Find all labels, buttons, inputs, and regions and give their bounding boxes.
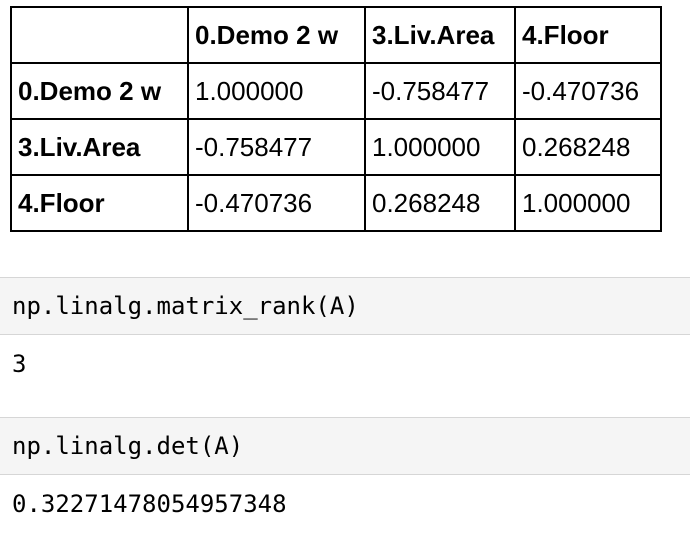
column-header: 4.Floor	[514, 6, 662, 64]
table-row: 3.Liv.Area -0.758477 1.000000 0.268248	[10, 118, 662, 176]
table-cell: -0.758477	[364, 62, 516, 120]
table-header-row: 0.Demo 2 w 3.Liv.Area 4.Floor	[10, 6, 662, 64]
table-cell: 1.000000	[514, 174, 662, 232]
table-row: 0.Demo 2 w 1.000000 -0.758477 -0.470736	[10, 62, 662, 120]
row-index: 3.Liv.Area	[10, 118, 189, 176]
column-header: 3.Liv.Area	[364, 6, 516, 64]
code-input-cell-det[interactable]: np.linalg.det(A)	[0, 417, 690, 475]
correlation-dataframe: 0.Demo 2 w 3.Liv.Area 4.Floor 0.Demo 2 w…	[10, 6, 662, 232]
column-header: 0.Demo 2 w	[187, 6, 366, 64]
cell-output-matrix-rank: 3	[12, 350, 27, 378]
cell-output-det: 0.32271478054957348	[12, 490, 287, 518]
row-index: 4.Floor	[10, 174, 189, 232]
table-cell: -0.758477	[187, 118, 366, 176]
table-cell: 1.000000	[187, 62, 366, 120]
table-row: 4.Floor -0.470736 0.268248 1.000000	[10, 174, 662, 232]
table-cell: -0.470736	[514, 62, 662, 120]
table-cell: -0.470736	[187, 174, 366, 232]
row-index: 0.Demo 2 w	[10, 62, 189, 120]
index-header	[10, 6, 189, 64]
table-cell: 1.000000	[364, 118, 516, 176]
table-cell: 0.268248	[364, 174, 516, 232]
code-input-cell-matrix-rank[interactable]: np.linalg.matrix_rank(A)	[0, 277, 690, 335]
table-cell: 0.268248	[514, 118, 662, 176]
